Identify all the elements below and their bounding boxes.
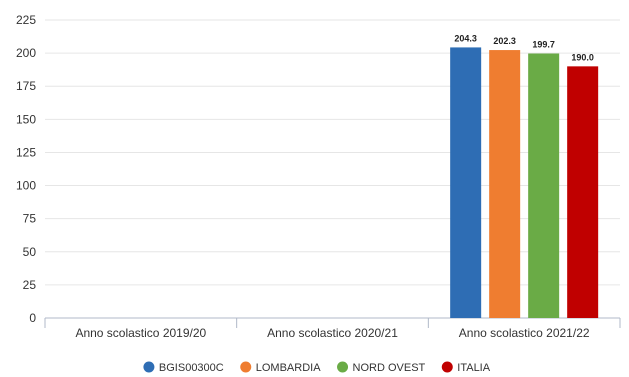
data-label: 199.7: [532, 40, 555, 50]
x-category-label: Anno scolastico 2019/20: [75, 326, 206, 340]
y-tick-label: 150: [16, 112, 36, 126]
legend-label: LOMBARDIA: [256, 362, 321, 374]
bar-bgis00300c[interactable]: [450, 47, 482, 318]
legend-swatch: [240, 361, 252, 373]
bar-nord-ovest[interactable]: [528, 53, 560, 318]
bars-group: 204.3 202.3 199.7 190.0: [450, 33, 599, 319]
y-tick-label: 100: [16, 179, 36, 193]
legend-item-bgis00300c[interactable]: BGIS00300C: [143, 361, 224, 375]
y-tick-label: 175: [16, 79, 36, 93]
legend-label: ITALIA: [457, 362, 490, 374]
y-tick-label: 75: [23, 212, 37, 226]
legend-label: BGIS00300C: [159, 362, 224, 374]
legend-item-italia[interactable]: ITALIA: [441, 361, 491, 375]
y-tick-label: 125: [16, 145, 36, 159]
y-tick-label: 25: [23, 278, 37, 292]
y-tick-label: 200: [16, 46, 36, 60]
legend-swatch: [441, 361, 453, 373]
bar-italia[interactable]: [567, 66, 599, 318]
y-tick-label: 225: [16, 13, 36, 27]
data-label: 190.0: [571, 52, 594, 62]
legend-swatch: [337, 361, 349, 373]
data-label: 204.3: [454, 33, 477, 43]
legend-item-lombardia[interactable]: LOMBARDIA: [240, 361, 321, 375]
bar-lombardia[interactable]: [489, 50, 521, 319]
x-category-label: Anno scolastico 2021/22: [459, 326, 590, 340]
legend: BGIS00300C LOMBARDIA NORD OVEST ITALIA: [143, 361, 491, 375]
x-category-label: Anno scolastico 2020/21: [267, 326, 398, 340]
y-tick-label: 0: [29, 311, 36, 325]
grid-lines: [45, 19, 620, 286]
data-label: 202.3: [493, 36, 516, 46]
legend-swatch: [143, 361, 155, 373]
y-axis: 0 25 50 75 100 125 150 175 200 225: [16, 13, 36, 325]
y-tick-label: 50: [23, 245, 37, 259]
legend-label: NORD OVEST: [353, 362, 426, 374]
legend-item-nord-ovest[interactable]: NORD OVEST: [337, 361, 426, 375]
x-axis: Anno scolastico 2019/20 Anno scolastico 2…: [44, 317, 621, 340]
